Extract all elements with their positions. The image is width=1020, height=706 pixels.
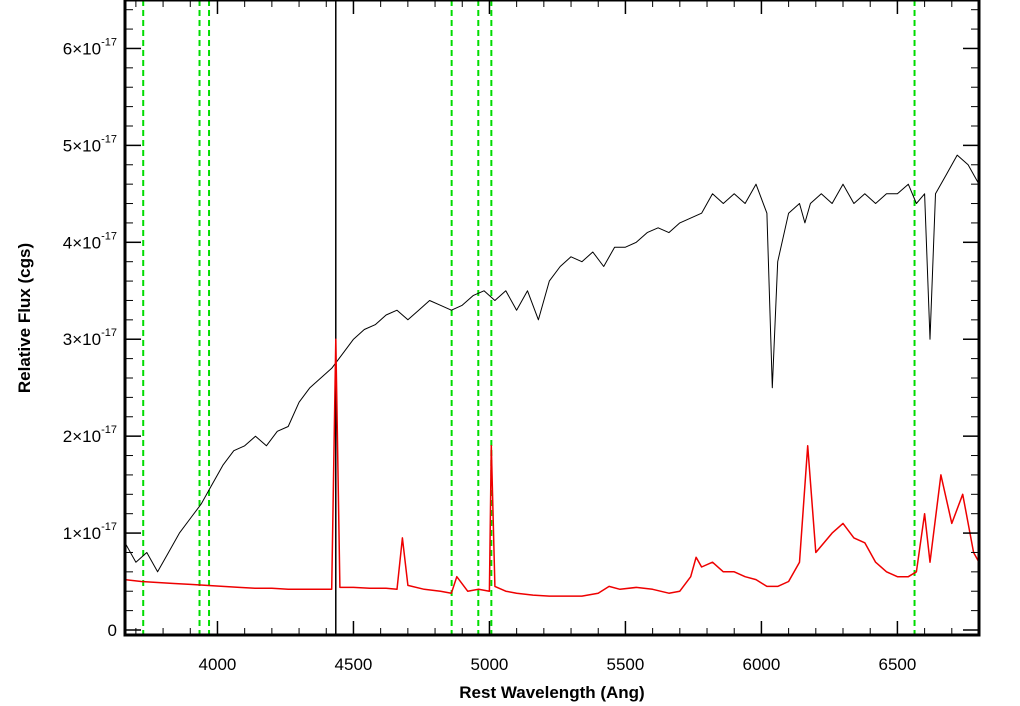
y-tick-label-6: 6×10-17	[63, 36, 117, 58]
y-axis-title: Relative Flux (cgs)	[15, 243, 34, 393]
x-tick-label-2: 5000	[471, 655, 509, 674]
series-line-1	[124, 338, 980, 597]
y-tick-label-4: 4×10-17	[63, 230, 117, 252]
x-axis-title: Rest Wavelength (Ang)	[459, 683, 644, 702]
y-tick-label-0: 0	[108, 621, 117, 640]
series-group	[124, 154, 980, 597]
x-tick-label-4: 6000	[743, 655, 781, 674]
x-tick-label-3: 5500	[607, 655, 645, 674]
x-tick-label-5: 6500	[878, 655, 916, 674]
y-tick-label-2: 2×10-17	[63, 424, 117, 446]
plot-frame	[123, 0, 981, 637]
y-tick-label-5: 5×10-17	[63, 133, 117, 155]
series-line-0	[124, 154, 980, 573]
x-tick-label-1: 4500	[335, 655, 373, 674]
y-tick-label-1: 1×10-17	[63, 521, 117, 543]
reference-lines	[142, 0, 916, 635]
y-tick-label-3: 3×10-17	[63, 327, 117, 349]
x-tick-label-0: 4000	[199, 655, 237, 674]
